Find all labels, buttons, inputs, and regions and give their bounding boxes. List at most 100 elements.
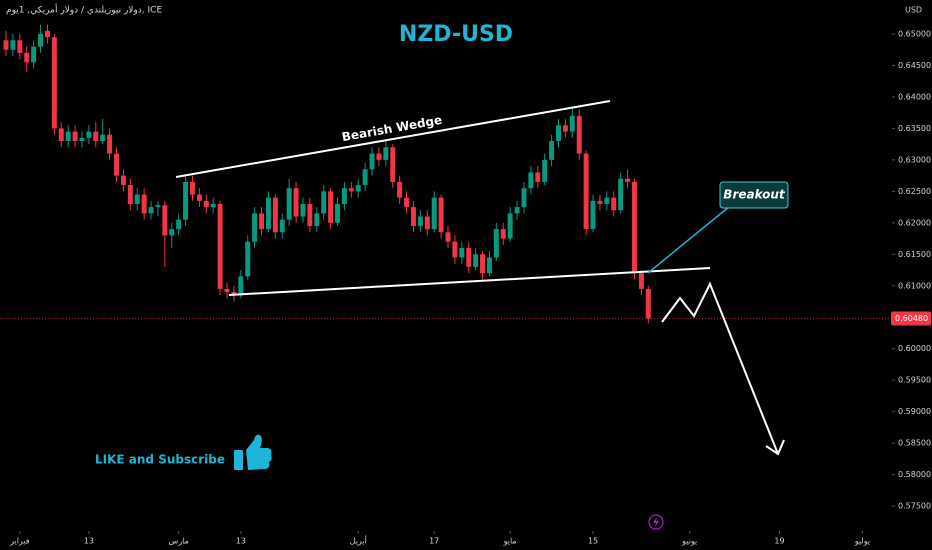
candle-body [473, 254, 479, 267]
candle-body [286, 188, 292, 220]
y-tick-label: 0.61500 [898, 250, 931, 259]
candle-body [183, 181, 189, 220]
candle-body [611, 197, 617, 211]
candle-body [314, 213, 320, 226]
y-tick-label: 0.63000 [898, 155, 931, 164]
candle-body [348, 188, 354, 192]
candle-body [189, 181, 195, 195]
candle-body [383, 147, 389, 160]
candle-body [120, 175, 126, 186]
candle-body [638, 273, 644, 289]
candle-body [107, 134, 113, 154]
candle-body [631, 181, 637, 274]
callout-box [719, 181, 789, 209]
candle-body [279, 219, 285, 233]
candle-body [293, 188, 299, 217]
x-tick-label: 13 [84, 537, 94, 546]
x-tick-label: 17 [429, 537, 439, 546]
projection-path [661, 281, 779, 455]
y-tick-label: 0.63500 [898, 124, 931, 133]
y-tick-label: 0.65000 [898, 29, 931, 38]
candle-body [93, 131, 99, 141]
candle-body [376, 153, 382, 160]
candle-body [51, 37, 57, 129]
candle-body [500, 229, 506, 239]
x-tick-label: يوليو [854, 537, 870, 546]
x-tick-label: مايو [503, 537, 517, 546]
candle-body [486, 257, 492, 274]
candle-body [127, 185, 133, 204]
x-tick-label: فبراير [9, 537, 30, 546]
y-tick-label: 0.64000 [898, 92, 931, 101]
candle-body [134, 194, 140, 204]
candle-body [493, 229, 499, 258]
event-icon [648, 514, 664, 530]
candle-body [576, 115, 582, 154]
candles [0, 24, 890, 324]
candle-body [410, 207, 416, 226]
candle-body [176, 219, 182, 230]
candle-body [597, 200, 603, 204]
candle-body [480, 254, 486, 274]
candle-body [355, 185, 361, 192]
candle-body [590, 200, 596, 230]
candle-body [44, 30, 50, 38]
chart-title: NZD-USD [399, 22, 513, 47]
candle-body [362, 169, 368, 186]
y-tick-label: 0.61000 [898, 281, 931, 290]
candle-body [100, 134, 106, 141]
wedge-upper-line [175, 100, 611, 178]
y-tick-label: 0.62000 [898, 218, 931, 227]
candle-body [307, 203, 313, 226]
candle-body [459, 248, 465, 258]
candle-body [162, 205, 168, 236]
x-tick-label: 15 [588, 537, 598, 546]
candle-body [452, 241, 458, 258]
candle-body [224, 288, 230, 293]
candle-body [507, 213, 513, 239]
candle-body [521, 188, 527, 208]
candle-body [217, 203, 223, 289]
candle-body [397, 181, 403, 198]
candle-body [335, 203, 340, 223]
x-tick-label: أبريل [350, 536, 367, 546]
callout-pointer [647, 205, 731, 274]
candle-body [169, 229, 175, 236]
y-tick-label: 0.59500 [898, 376, 931, 385]
x-tick-label: 19 [774, 537, 784, 546]
candle-body [341, 188, 347, 204]
candle-body [556, 125, 561, 141]
candle-body [445, 232, 451, 242]
candle-body [569, 115, 575, 132]
candle-body [535, 172, 541, 182]
candle-body [259, 213, 265, 230]
candle-body [231, 292, 237, 296]
candle-body [155, 205, 161, 208]
candle-body [148, 207, 154, 214]
candle-body [17, 40, 23, 53]
candle-body [645, 288, 651, 319]
event-bolt [653, 517, 659, 527]
candle-body [79, 137, 85, 141]
candle-body [618, 178, 624, 211]
projection-arrowhead [765, 439, 785, 456]
candle-body [72, 131, 78, 141]
candle-body [424, 216, 430, 230]
candle-body [245, 241, 251, 277]
candle-body [466, 248, 472, 267]
candle-body [38, 33, 44, 47]
candle-body [196, 194, 202, 201]
candle-body [390, 147, 396, 182]
candle-body [369, 153, 375, 170]
candle-body [549, 140, 555, 160]
candle-body [86, 131, 92, 138]
candle-body [252, 213, 258, 242]
promo-text: LIKE and Subscribe [95, 453, 225, 467]
candle-body [300, 203, 306, 217]
candle-body [3, 40, 9, 50]
wedge-lower-line [228, 267, 711, 296]
last-price-box [891, 311, 931, 326]
y-tick-label: 0.64500 [898, 61, 931, 70]
